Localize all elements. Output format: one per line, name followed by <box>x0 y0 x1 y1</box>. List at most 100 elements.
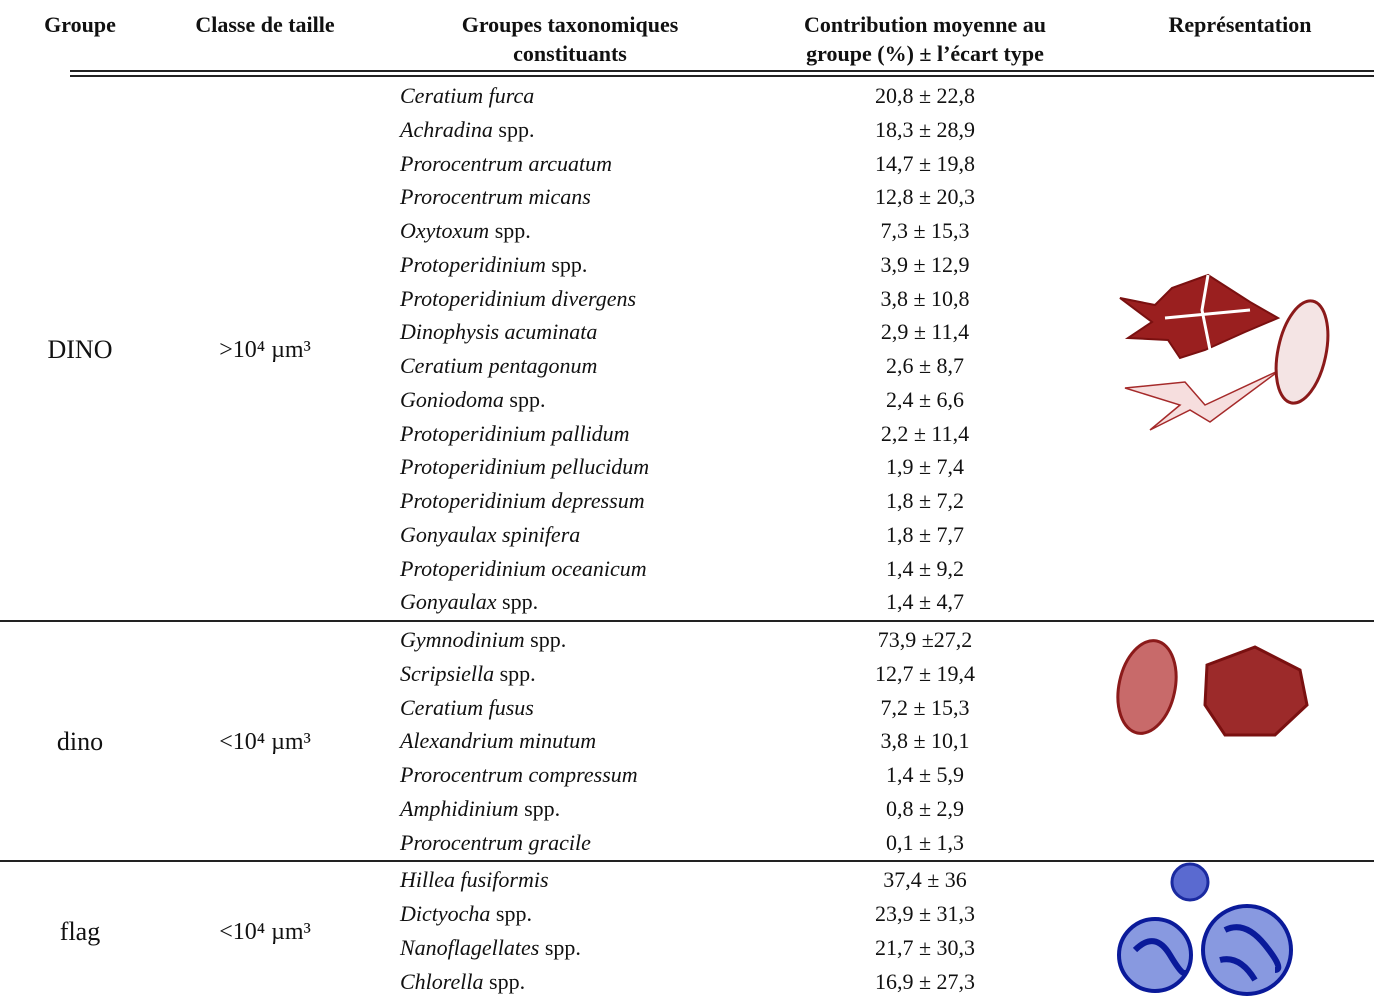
taxon-name: Oxytoxum spp. <box>400 216 531 246</box>
taxon-name: Ceratium fusus <box>400 693 534 723</box>
taxon-suffix: spp. <box>551 251 588 277</box>
contribution: 1,8 ± 7,7 <box>885 521 965 547</box>
taxon-italic: Hillea fusiformis <box>400 867 549 893</box>
taxon-name: Protoperidinium spp. <box>400 250 587 280</box>
contribution: 2,9 ± 11,4 <box>880 319 970 345</box>
taxon-name: Ceratium pentagonum <box>400 351 597 381</box>
taxon-name: Dictyocha spp. <box>400 899 532 929</box>
taxon-suffix: spp. <box>502 589 539 615</box>
contribution: 7,2 ± 15,3 <box>880 694 970 720</box>
contribution: 16,9 ± 27,3 <box>874 968 976 994</box>
taxon-name: Ceratium furca <box>400 81 534 111</box>
taxon-name: Dinophysis acuminata <box>400 317 597 347</box>
taxon-suffix: spp. <box>494 218 531 243</box>
size-class: >10⁴ µm³ <box>219 337 311 363</box>
contribution: 1,4 ± 4,7 <box>885 589 965 615</box>
contribution: 12,7 ± 19,4 <box>874 660 976 686</box>
taxon-italic: Gonyaulax <box>400 589 497 615</box>
group-rule <box>0 860 1374 863</box>
taxon-italic: Scripsiella <box>400 660 495 686</box>
header-rule <box>70 70 1374 72</box>
taxon-italic: Protoperidinium divergens <box>400 285 637 311</box>
contribution: 3,9 ± 12,9 <box>880 251 970 277</box>
taxon-suffix: spp. <box>530 627 567 652</box>
group-name: DINO <box>47 335 113 364</box>
taxon-suffix: spp. <box>499 660 536 686</box>
contribution: 21,7 ± 30,3 <box>874 934 976 960</box>
contribution: 2,2 ± 11,4 <box>880 420 970 446</box>
taxon-italic: Protoperidinium pallidum <box>400 420 630 446</box>
taxon-italic: Ceratium pentagonum <box>400 353 598 378</box>
taxon-name: Gymnodinium spp. <box>400 625 566 655</box>
taxon-name: Prorocentrum arcuatum <box>400 149 612 179</box>
contribution: 37,4 ± 36 <box>883 867 967 893</box>
contribution: 2,4 ± 6,6 <box>885 386 965 412</box>
contribution: 18,3 ± 28,9 <box>874 116 976 142</box>
taxon-name: Amphidinium spp. <box>400 794 560 824</box>
taxon-name: Scripsiella spp. <box>400 659 536 689</box>
contribution: 14,7 ± 19,8 <box>874 150 976 176</box>
contribution: 0,1 ± 1,3 <box>885 829 965 855</box>
taxon-name: Prorocentrum gracile <box>400 828 591 858</box>
taxon-name: Gonyaulax spp. <box>400 587 538 617</box>
taxon-italic: Protoperidinium oceanicum <box>400 555 647 581</box>
header-rule <box>70 75 1374 77</box>
header-cell: Groupe <box>44 12 116 37</box>
taxon-italic: Dinophysis acuminata <box>400 319 598 345</box>
taxon-name: Alexandrium minutum <box>400 726 596 756</box>
flag-illustration <box>1117 862 1293 996</box>
taxon-italic: Ceratium fusus <box>400 694 534 720</box>
contribution: 1,9 ± 7,4 <box>885 454 965 480</box>
taxon-italic: Gymnodinium <box>400 627 525 652</box>
taxon-name: Chlorella spp. <box>400 967 525 997</box>
taxon-name: Achradina spp. <box>400 115 534 145</box>
taxon-italic: Amphidinium <box>400 795 519 821</box>
taxon-name: Prorocentrum micans <box>400 182 591 212</box>
taxon-suffix: spp. <box>498 116 535 142</box>
contribution: 20,8 ± 22,8 <box>874 83 976 108</box>
header-cell: Contribution moyenne au groupe (%) ± l’é… <box>803 12 1047 66</box>
taxon-italic: Goniodoma <box>400 386 504 412</box>
contribution: 1,4 ± 5,9 <box>885 762 965 787</box>
taxon-italic: Ceratium furca <box>400 83 535 108</box>
taxon-name: Prorocentrum compressum <box>400 760 638 790</box>
taxon-italic: Dictyocha <box>400 901 491 926</box>
taxon-italic: Prorocentrum arcuatum <box>400 150 613 176</box>
dino-large-illustration <box>1119 273 1330 431</box>
header-cell: Classe de taille <box>195 12 335 37</box>
taxon-suffix: spp. <box>524 795 561 821</box>
taxon-name: Nanoflagellates spp. <box>400 933 581 963</box>
taxon-name: Goniodoma spp. <box>400 385 545 415</box>
taxon-italic: Protoperidinium <box>400 251 546 277</box>
taxon-italic: Protoperidinium depressum <box>400 488 645 513</box>
contribution: 3,8 ± 10,8 <box>880 285 970 311</box>
taxon-italic: Protoperidinium pellucidum <box>400 454 650 480</box>
dino-small-illustration <box>1116 639 1309 737</box>
taxon-italic: Nanoflagellates <box>400 934 540 960</box>
contribution: 0,8 ± 2,9 <box>885 795 965 821</box>
taxon-italic: Oxytoxum <box>400 218 490 243</box>
contribution: 1,4 ± 9,2 <box>885 555 965 581</box>
contribution: 12,8 ± 20,3 <box>874 184 976 210</box>
contribution: 2,6 ± 8,7 <box>885 353 965 378</box>
taxon-suffix: spp. <box>509 386 546 412</box>
taxon-italic: Prorocentrum micans <box>400 184 591 210</box>
taxon-name: Protoperidinium pellucidum <box>400 452 649 482</box>
taxon-italic: Chlorella <box>400 968 484 994</box>
taxon-name: Protoperidinium divergens <box>400 284 636 314</box>
header-cell: Représentation <box>1168 12 1312 37</box>
size-class: <10⁴ µm³ <box>219 918 311 945</box>
taxon-italic: Prorocentrum gracile <box>400 829 591 855</box>
taxon-italic: Prorocentrum compressum <box>400 762 638 787</box>
contribution: 3,8 ± 10,1 <box>880 728 970 754</box>
header-cell: Groupes taxonomiques constituants <box>461 12 679 66</box>
taxon-suffix: spp. <box>544 934 581 960</box>
group-name: flag <box>59 916 101 946</box>
contribution: 1,8 ± 7,2 <box>885 488 965 513</box>
taxon-italic: Gonyaulax spinifera <box>400 521 581 547</box>
taxon-name: Protoperidinium pallidum <box>400 419 630 449</box>
taxon-name: Protoperidinium depressum <box>400 486 645 516</box>
group-name: dino <box>56 727 104 757</box>
contribution: 23,9 ± 31,3 <box>874 901 976 926</box>
